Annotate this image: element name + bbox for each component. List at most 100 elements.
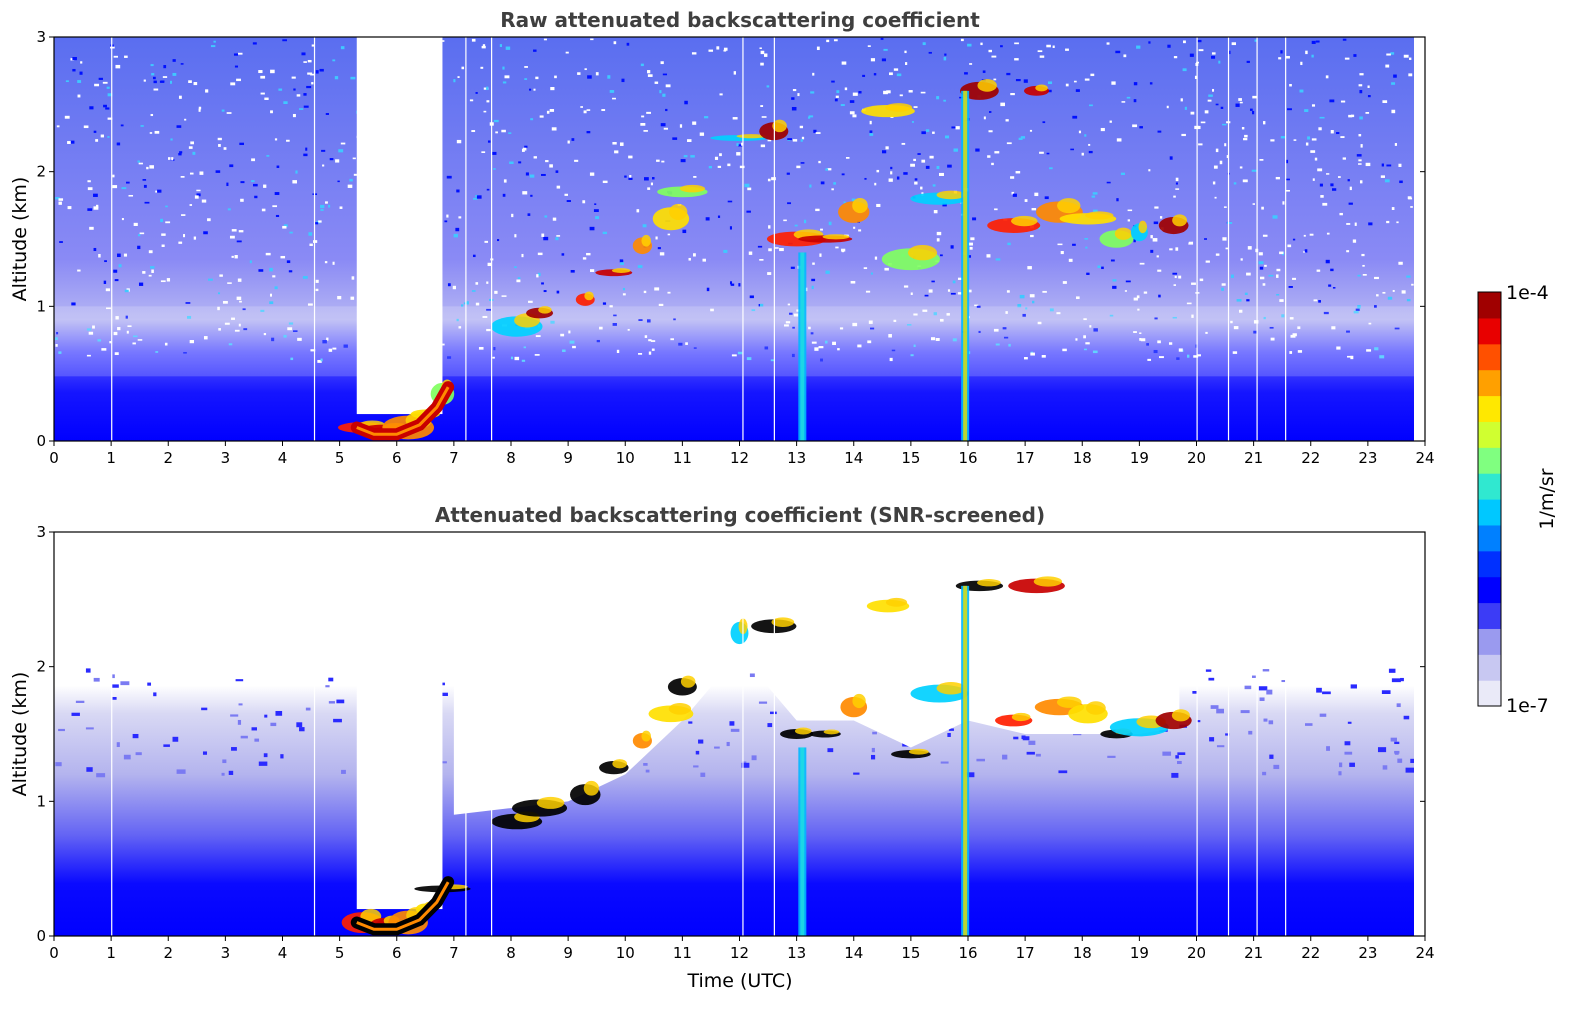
noise-speckle — [289, 231, 293, 234]
noise-speckle — [1148, 41, 1151, 44]
noise-speckle — [1326, 173, 1330, 175]
noise-speckle — [1092, 350, 1098, 354]
noise-speckle — [1305, 142, 1309, 146]
noise-speckle — [104, 260, 107, 263]
noise-speckle — [922, 42, 926, 46]
noise-speckle — [936, 231, 942, 236]
aerosol-fleck — [328, 677, 334, 682]
noise-speckle — [1029, 129, 1033, 132]
noise-speckle — [161, 233, 166, 236]
aerosol-fleck — [228, 770, 234, 775]
noise-speckle — [815, 208, 820, 212]
aerosol-fleck — [153, 692, 157, 697]
noise-speckle — [1276, 274, 1279, 278]
x-tick-label: 2 — [163, 449, 173, 467]
noise-speckle — [942, 203, 947, 207]
noise-speckle — [1173, 56, 1178, 59]
noise-speckle — [812, 72, 815, 76]
data-gap-line — [111, 532, 113, 936]
noise-speckle — [991, 55, 997, 58]
noise-speckle — [196, 189, 201, 192]
noise-speckle — [150, 113, 154, 117]
noise-speckle — [185, 302, 191, 304]
noise-speckle — [1186, 302, 1192, 305]
noise-speckle — [292, 330, 298, 333]
noise-speckle — [1289, 83, 1292, 87]
noise-speckle — [1213, 165, 1218, 169]
aerosol-fleck — [305, 707, 311, 711]
noise-speckle — [1394, 143, 1398, 146]
noise-speckle — [1261, 206, 1264, 210]
noise-speckle — [1244, 292, 1248, 295]
noise-speckle — [816, 46, 820, 51]
cloud-feature-edge — [823, 729, 840, 735]
data-gap-line — [773, 37, 775, 441]
noise-speckle — [184, 118, 187, 121]
noise-speckle — [831, 80, 835, 83]
noise-speckle — [1376, 294, 1379, 297]
noise-speckle — [810, 91, 815, 94]
noise-speckle — [804, 219, 807, 224]
noise-speckle — [1386, 220, 1390, 224]
noise-speckle — [318, 220, 322, 223]
noise-speckle — [1316, 269, 1321, 272]
noise-speckle — [566, 200, 571, 203]
noise-speckle — [137, 160, 140, 163]
noise-speckle — [1307, 136, 1311, 140]
aerosol-fleck — [1210, 705, 1219, 709]
noise-speckle — [1198, 143, 1203, 146]
noise-speckle — [533, 88, 536, 91]
noise-speckle — [350, 296, 355, 300]
aerosol-fleck — [1377, 747, 1387, 753]
noise-speckle — [944, 53, 947, 56]
x-tick-label: 14 — [844, 449, 863, 467]
aerosol-fleck — [643, 763, 648, 766]
noise-speckle — [751, 309, 756, 312]
noise-speckle — [1034, 192, 1039, 197]
aerosol-fleck — [58, 728, 65, 732]
noise-speckle — [1246, 272, 1251, 276]
noise-speckle — [1000, 102, 1006, 107]
noise-speckle — [207, 218, 211, 222]
noise-speckle — [274, 286, 278, 290]
noise-speckle — [487, 262, 492, 267]
x-tick-label: 13 — [787, 449, 806, 467]
noise-speckle — [124, 55, 128, 58]
x-tick-label: 23 — [1358, 449, 1377, 467]
noise-speckle — [1029, 294, 1035, 298]
noise-speckle — [808, 115, 814, 118]
noise-speckle — [1140, 338, 1146, 342]
panel2-y-axis-label: Altitude (km) — [9, 672, 31, 797]
noise-speckle — [893, 68, 899, 71]
noise-speckle — [986, 254, 991, 258]
noise-speckle — [1116, 138, 1122, 142]
noise-speckle — [260, 309, 265, 312]
noise-speckle — [288, 322, 294, 325]
aerosol-fleck — [1326, 746, 1330, 751]
precipitation-shaft-core — [800, 252, 805, 441]
aerosol-fleck — [1058, 770, 1068, 774]
noise-speckle — [936, 165, 940, 170]
noise-speckle — [105, 288, 111, 292]
noise-speckle — [1394, 327, 1400, 330]
noise-speckle — [1249, 108, 1253, 111]
noise-speckle — [1285, 159, 1289, 164]
noise-speckle — [483, 110, 487, 113]
noise-speckle — [1328, 284, 1332, 287]
noise-speckle — [1090, 73, 1095, 77]
noise-speckle — [453, 79, 456, 83]
noise-speckle — [1027, 266, 1032, 270]
noise-speckle — [1278, 57, 1282, 60]
noise-speckle — [1325, 75, 1329, 79]
noise-speckle — [469, 99, 474, 102]
noise-speckle — [1152, 238, 1158, 242]
noise-speckle — [521, 253, 524, 258]
aerosol-fleck — [230, 714, 239, 717]
noise-speckle — [589, 172, 595, 176]
noise-speckle — [1219, 160, 1223, 165]
noise-speckle — [1220, 106, 1224, 109]
noise-speckle — [1339, 212, 1343, 216]
noise-speckle — [994, 208, 998, 211]
noise-speckle — [107, 93, 113, 97]
noise-speckle — [514, 356, 520, 361]
